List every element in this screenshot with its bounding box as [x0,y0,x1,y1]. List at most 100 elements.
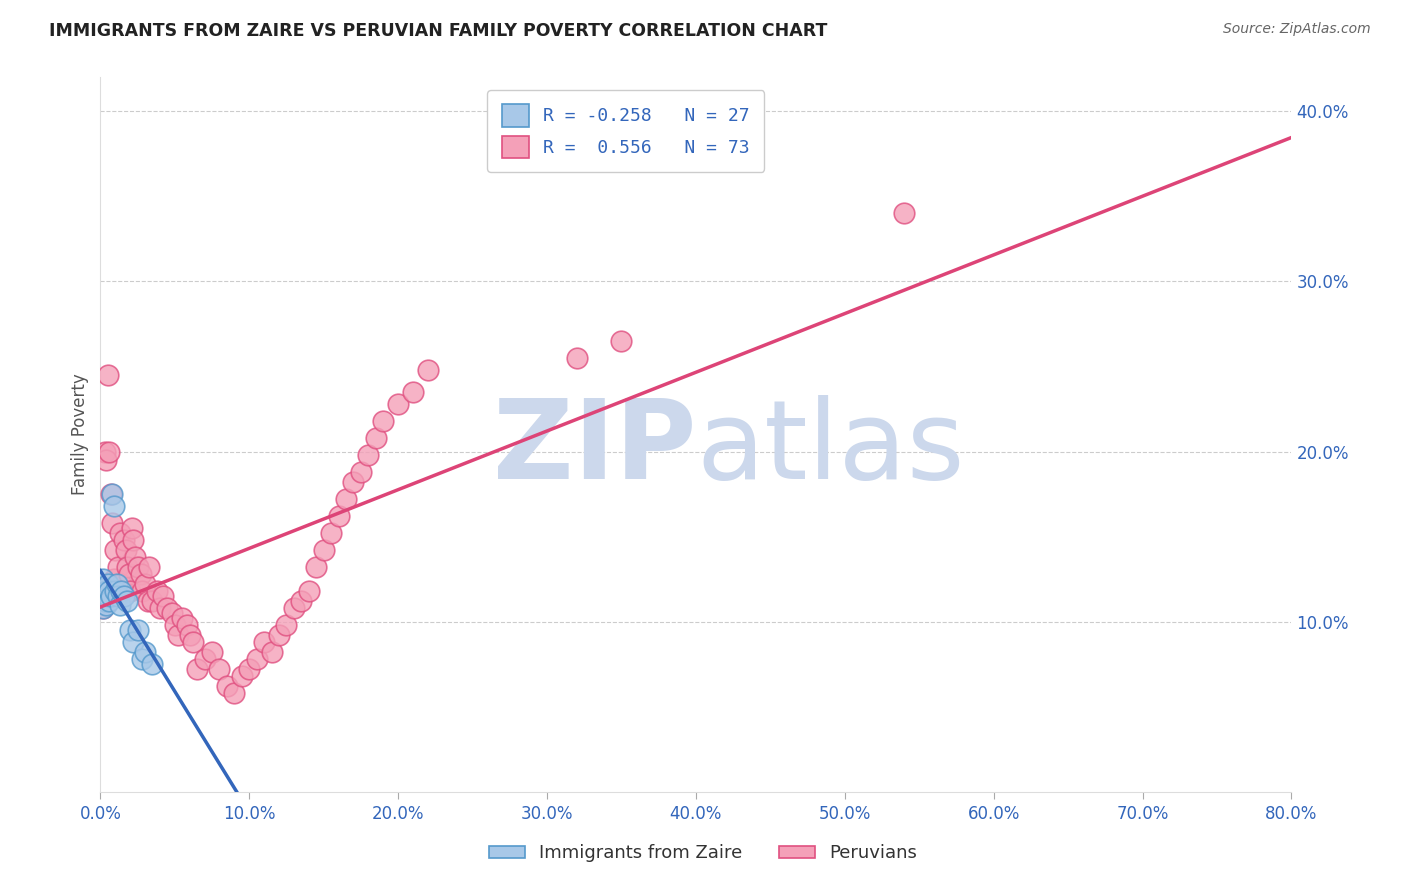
Point [156,601,179,615]
Point [127,560,149,574]
Point [335,492,357,507]
Point [105,583,128,598]
Point [131,583,153,598]
Point [115,594,138,608]
Point [267,628,290,642]
Point [181,635,204,649]
Point [91,601,114,615]
Point [298,583,321,598]
Point [94,594,117,608]
Point [90,589,112,603]
Point [107,560,129,574]
Point [610,334,633,348]
Point [350,465,373,479]
Point [111,583,134,598]
Point [565,351,588,365]
Point [100,589,122,603]
Point [238,662,260,676]
Point [224,686,246,700]
Point [260,645,283,659]
Point [117,566,139,581]
Point [149,601,172,615]
Point [179,628,201,642]
Point [138,560,160,574]
Point [94,444,117,458]
Point [134,645,156,659]
Point [283,601,305,615]
Point [112,589,135,603]
Point [141,657,163,671]
Point [357,448,380,462]
Point [342,475,364,489]
Point [290,594,312,608]
Point [416,363,439,377]
Point [124,549,146,564]
Point [97,577,120,591]
Y-axis label: Family Poverty: Family Poverty [72,374,89,495]
Point [160,606,183,620]
Point [104,543,127,558]
Point [115,560,138,574]
Point [122,635,145,649]
Point [98,583,121,598]
Point [141,594,163,608]
Point [127,623,149,637]
Point [387,397,409,411]
Point [208,662,231,676]
Point [90,589,112,603]
Point [96,583,118,598]
Text: IMMIGRANTS FROM ZAIRE VS PERUVIAN FAMILY POVERTY CORRELATION CHART: IMMIGRANTS FROM ZAIRE VS PERUVIAN FAMILY… [49,22,828,40]
Point [186,662,208,676]
Text: atlas: atlas [696,395,965,502]
Point [131,652,153,666]
Point [321,526,343,541]
Point [96,453,118,467]
Point [176,618,198,632]
Point [112,533,135,547]
Point [103,572,125,586]
Point [364,431,387,445]
Point [136,594,159,608]
Point [312,543,335,558]
Point [146,583,169,598]
Point [101,487,124,501]
Point [215,679,238,693]
Point [110,583,132,598]
Point [98,444,121,458]
Text: ZIP: ZIP [492,395,696,502]
Point [121,521,143,535]
Point [893,206,915,220]
Point [114,543,136,558]
Point [201,645,224,659]
Point [253,635,276,649]
Point [91,601,114,615]
Point [107,589,129,603]
Point [231,669,253,683]
Point [120,623,142,637]
Point [276,618,298,632]
Point [172,611,194,625]
Point [120,583,142,598]
Point [108,526,131,541]
Point [100,487,122,501]
Point [246,652,269,666]
Point [163,618,186,632]
Point [103,499,125,513]
Point [373,414,395,428]
Point [98,594,121,608]
Point [305,560,328,574]
Point [166,628,188,642]
Legend: Immigrants from Zaire, Peruvians: Immigrants from Zaire, Peruvians [482,838,924,870]
Point [104,583,127,598]
Text: Source: ZipAtlas.com: Source: ZipAtlas.com [1223,22,1371,37]
Point [152,589,174,603]
Point [402,384,425,399]
Point [108,598,131,612]
Point [105,577,128,591]
Point [328,509,350,524]
Point [91,572,114,586]
Point [101,516,124,530]
Point [122,533,145,547]
Point [97,368,120,382]
Point [96,598,118,612]
